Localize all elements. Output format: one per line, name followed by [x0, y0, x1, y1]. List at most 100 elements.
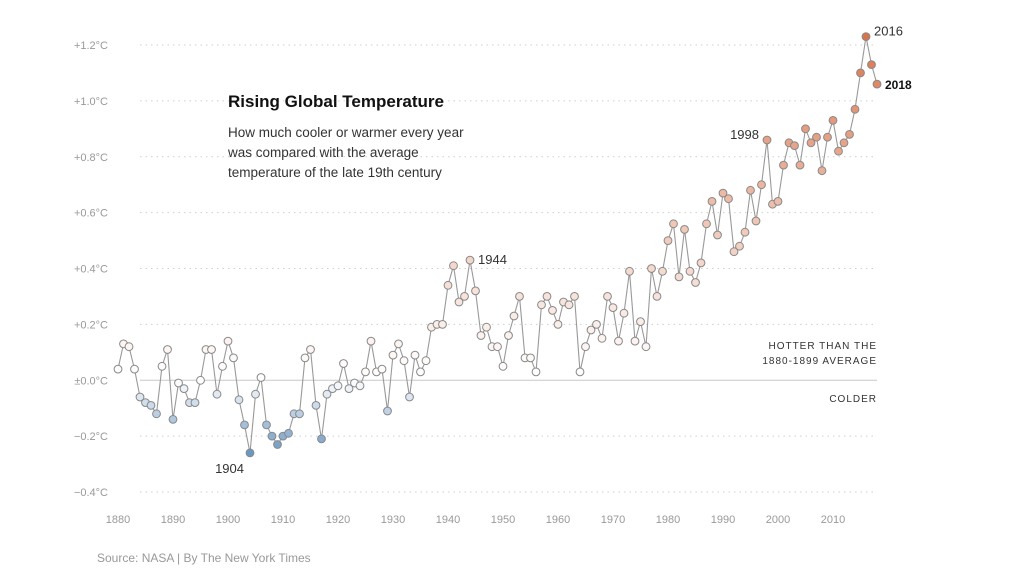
data-point-1959: [548, 306, 557, 315]
data-point-1987: [702, 219, 711, 229]
data-point-1949: [493, 342, 502, 352]
data-point-2018: [872, 79, 882, 89]
data-point-1897: [207, 345, 216, 354]
data-point-1975: [636, 317, 645, 327]
data-point-1960: [553, 320, 563, 329]
hotter-label-line-2: 1880-1899 AVERAGE: [762, 356, 877, 367]
data-point-1901: [229, 353, 238, 363]
data-point-1915: [306, 345, 315, 354]
data-point-2014: [850, 104, 860, 114]
data-point-1974: [630, 336, 640, 346]
data-point-1992: [729, 247, 739, 257]
y-tick-label: +0.4°C: [74, 264, 108, 276]
data-point-1925: [361, 367, 370, 377]
data-point-2001: [779, 160, 788, 170]
x-tick-label: 2000: [766, 514, 790, 526]
data-point-1981: [669, 219, 678, 229]
data-point-1935: [416, 367, 425, 377]
data-point-1966: [586, 325, 596, 335]
annotation-2016: 2016: [874, 24, 903, 39]
data-point-1982: [674, 272, 684, 282]
data-point-1958: [542, 292, 552, 301]
x-tick-label: 1910: [271, 514, 295, 526]
data-point-1931: [394, 339, 403, 349]
data-point-1909: [273, 440, 282, 449]
data-point-1944: [465, 255, 475, 265]
data-point-1994: [740, 227, 750, 237]
data-point-1936: [421, 356, 431, 366]
y-tick-label: +1.2°C: [74, 40, 108, 52]
x-tick-label: 1960: [546, 514, 570, 526]
y-tick-label: −0.4°C: [74, 487, 108, 499]
data-point-1963: [570, 292, 579, 301]
data-point-1913: [295, 409, 304, 419]
data-point-1956: [531, 367, 541, 377]
data-point-1940: [443, 280, 453, 290]
data-point-1922: [344, 384, 354, 394]
data-point-1899: [218, 361, 227, 371]
data-point-2011: [834, 146, 843, 156]
temperature-series: [113, 32, 882, 458]
data-point-1978: [652, 292, 662, 301]
y-tick-label: −0.2°C: [74, 431, 108, 443]
y-tick-label: +1.0°C: [74, 96, 108, 108]
data-point-1882: [124, 342, 134, 352]
data-point-2013: [845, 130, 854, 139]
x-tick-label: 1990: [711, 514, 735, 526]
data-point-1898: [212, 389, 222, 399]
data-point-1900: [223, 336, 233, 346]
data-point-1946: [476, 331, 486, 340]
data-point-1995: [746, 185, 755, 195]
data-point-1884: [135, 392, 145, 402]
annotation-2018: 2018: [885, 78, 912, 92]
data-point-1969: [603, 292, 612, 301]
x-tick-label: 1920: [326, 514, 350, 526]
data-point-1967: [592, 320, 601, 329]
data-point-1886: [146, 401, 156, 410]
data-point-1914: [300, 353, 310, 363]
x-tick-label: 1880: [106, 514, 130, 526]
data-point-2000: [773, 197, 783, 206]
data-point-2008: [817, 166, 827, 176]
data-point-1902: [234, 395, 244, 405]
data-point-1887: [152, 409, 161, 419]
data-point-1945: [471, 286, 480, 296]
data-point-1980: [663, 236, 673, 246]
data-point-2009: [823, 132, 832, 142]
y-tick-label: ±0.0°C: [74, 375, 108, 387]
data-point-2012: [839, 138, 849, 148]
data-point-1908: [267, 431, 277, 441]
data-point-1934: [410, 350, 420, 360]
data-point-1953: [515, 292, 524, 301]
annotation-1998: 1998: [730, 127, 759, 142]
data-point-1926: [366, 336, 376, 346]
data-point-1917: [317, 434, 326, 444]
data-point-1932: [399, 356, 409, 366]
data-point-1986: [696, 258, 706, 268]
x-tick-label: 1930: [381, 514, 405, 526]
data-point-2017: [867, 60, 876, 69]
data-point-1962: [564, 300, 574, 310]
data-point-1951: [504, 331, 513, 340]
data-point-1888: [157, 361, 167, 371]
colder-label: COLDER: [829, 394, 877, 405]
data-point-1921: [339, 359, 348, 368]
annotation-1904: 1904: [215, 461, 244, 476]
data-point-1979: [658, 266, 667, 276]
data-point-1916: [311, 401, 321, 410]
data-point-1911: [284, 428, 293, 438]
data-point-1998: [762, 135, 772, 145]
data-point-2010: [828, 116, 838, 125]
chart-subtitle-line-3: temperature of the late 19th century: [228, 165, 442, 180]
data-point-1890: [168, 415, 178, 424]
x-tick-label: 1980: [656, 514, 680, 526]
data-point-1972: [619, 308, 629, 318]
chart-subtitle-line-1: How much cooler or warmer every year: [228, 125, 464, 140]
data-point-1965: [581, 342, 590, 352]
gridlines: [140, 44, 877, 493]
data-point-1955: [526, 353, 535, 363]
data-point-1889: [163, 345, 172, 354]
data-point-2007: [812, 132, 821, 142]
data-point-1984: [685, 266, 695, 276]
